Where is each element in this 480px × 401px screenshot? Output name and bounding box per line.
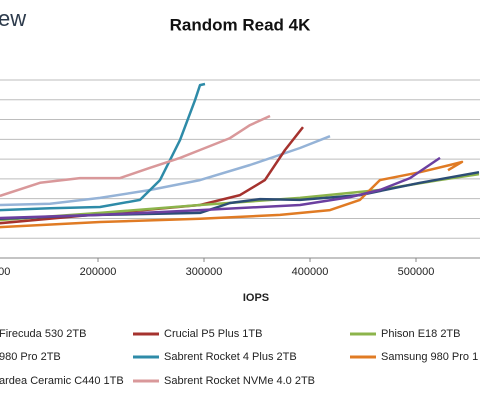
x-tick-label: 100000 [0, 266, 10, 278]
legend-label: Samsung 980 Pro 1 [381, 351, 478, 363]
series-line [0, 160, 464, 229]
series-line [0, 82, 206, 212]
series-line [0, 172, 480, 222]
series-line [0, 114, 271, 198]
chart-title: Random Read 4K [170, 15, 311, 34]
legend-label: Phison E18 2TB [381, 328, 461, 340]
legend-label: Sabrent Rocket 4 Plus 2TB [164, 351, 297, 363]
x-tick-label: 300000 [186, 266, 223, 278]
series-line [0, 156, 441, 220]
legend-label: 980 Pro 2TB [0, 351, 61, 363]
legend-label: ardea Ceramic C440 1TB [0, 375, 124, 387]
x-axis-title: IOPS [243, 292, 269, 304]
x-tick-label: 500000 [398, 266, 435, 278]
logo: ew [0, 6, 26, 31]
legend-label: Crucial P5 Plus 1TB [164, 328, 262, 340]
legend-label: Sabrent Rocket NVMe 4.0 2TB [164, 375, 315, 387]
x-tick-label: 200000 [80, 266, 117, 278]
x-tick-label: 400000 [292, 266, 329, 278]
series-line [0, 135, 331, 207]
legend-label: Firecuda 530 2TB [0, 328, 86, 340]
